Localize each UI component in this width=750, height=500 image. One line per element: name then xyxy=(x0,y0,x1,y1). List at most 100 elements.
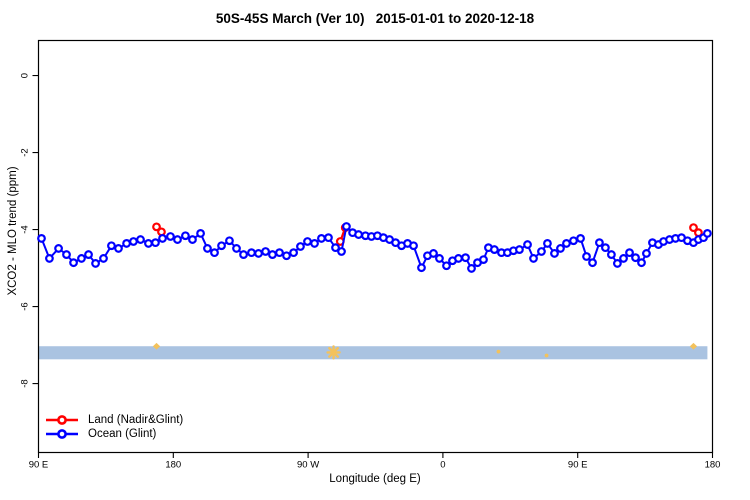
ocean-series-point xyxy=(296,242,305,251)
ocean-series-point xyxy=(543,239,552,248)
ocean-series-point xyxy=(289,248,298,258)
ocean-series-point xyxy=(129,237,138,246)
ocean-series-point xyxy=(331,243,340,253)
ocean-series-point xyxy=(490,245,499,254)
ocean-series-point xyxy=(196,229,205,238)
ocean-series-point xyxy=(247,248,256,258)
plot-border xyxy=(37,39,714,454)
legend: Land (Nadir&Glint) Ocean (Glint) xyxy=(45,413,183,441)
y-tick-label: -6 xyxy=(20,302,31,310)
ocean-series-point xyxy=(317,234,326,243)
ocean-series-point xyxy=(409,241,418,251)
ocean-series-point xyxy=(625,248,634,258)
ocean-series-point xyxy=(595,238,604,248)
ocean-series-point xyxy=(107,241,116,251)
y-tick-label: -2 xyxy=(20,148,31,156)
ocean-series-point xyxy=(239,250,248,259)
ocean-series-point xyxy=(467,264,476,273)
land-series-point xyxy=(152,222,161,232)
ocean-series-point xyxy=(99,254,108,263)
ocean-series-point xyxy=(210,248,219,258)
ocean-series-point xyxy=(275,248,284,258)
band-mark-asterisk-arm xyxy=(328,346,340,358)
ocean-series-point xyxy=(342,222,351,231)
x-tick-label: 180 xyxy=(165,460,181,471)
y-tick-label: 0 xyxy=(20,73,31,78)
ocean-series-point xyxy=(225,236,234,246)
land-series-key-icon xyxy=(46,415,78,425)
ocean-series-point xyxy=(588,258,597,268)
ocean-series-point xyxy=(601,243,610,253)
ocean-series-key-icon xyxy=(46,429,78,439)
ocean-series-point xyxy=(324,233,333,243)
x-tick-label: 180 xyxy=(705,460,721,471)
legend-item-ocean: Ocean (Glint) xyxy=(45,427,183,441)
ocean-series-point xyxy=(562,239,571,248)
ocean-series-point xyxy=(429,249,438,258)
legend-label-ocean: Ocean (Glint) xyxy=(88,428,157,440)
chart-title: 50S-45S March (Ver 10) 2015-01-01 to 202… xyxy=(215,11,535,26)
ocean-series-point xyxy=(303,237,312,246)
ocean-series-point xyxy=(523,240,532,249)
ocean-series-point xyxy=(54,244,63,253)
legend-item-land: Land (Nadir&Glint) xyxy=(45,413,183,427)
ocean-series-point xyxy=(310,239,319,248)
x-tick-label: 90 E xyxy=(568,460,588,471)
ocean-series-point xyxy=(569,236,578,246)
ocean-series-point xyxy=(607,250,616,259)
ocean-series-point xyxy=(435,254,444,263)
ocean-series-point xyxy=(354,230,363,239)
ocean-series-point xyxy=(619,254,628,263)
ocean-series-point xyxy=(479,255,488,264)
ocean-series-point xyxy=(173,235,182,244)
ocean-series-point xyxy=(268,250,277,259)
ocean-series-point xyxy=(556,244,565,253)
ocean-series-point xyxy=(454,254,463,263)
ocean-series-point xyxy=(637,258,646,268)
ocean-series-point xyxy=(151,238,160,248)
ocean-series-point xyxy=(158,234,167,243)
ocean-series-point xyxy=(84,250,93,259)
ocean-series-point xyxy=(77,254,86,263)
ocean-series-point xyxy=(91,259,100,268)
ocean-series-point xyxy=(461,253,470,263)
ocean-series-point xyxy=(703,229,712,238)
band-mark-dot xyxy=(496,349,501,354)
ocean-series-point xyxy=(442,261,451,271)
x-tick-label: 90 E xyxy=(29,460,49,471)
ocean-series-point xyxy=(582,252,591,261)
ocean-series-point xyxy=(550,249,559,258)
ocean-series-point xyxy=(114,244,123,253)
ocean-series-point xyxy=(631,253,640,263)
x-tick-label: 90 W xyxy=(297,460,319,471)
x-axis-title: Longitude (deg E) xyxy=(329,473,421,485)
ocean-series-point xyxy=(62,250,71,259)
ocean-series-point xyxy=(203,244,212,253)
ocean-series-point xyxy=(45,254,54,263)
ocean-series-point xyxy=(136,235,145,244)
ocean-series-point xyxy=(122,239,131,248)
ocean-series-point xyxy=(642,249,651,258)
ocean-series-point xyxy=(261,247,270,256)
ocean-series-point xyxy=(254,249,263,258)
ocean-series-point xyxy=(515,245,524,254)
ocean-series-point xyxy=(417,263,426,273)
ocean-series-point xyxy=(612,259,622,268)
ocean-series-point xyxy=(37,234,46,243)
ocean-series-point xyxy=(181,231,190,241)
ocean-series-point xyxy=(69,258,78,268)
ocean-series-point xyxy=(529,254,538,263)
y-tick-label: -4 xyxy=(20,225,31,233)
ocean-series-point xyxy=(282,251,291,261)
ocean-series-point xyxy=(217,241,226,251)
ocean-series-point xyxy=(166,232,175,241)
ocean-series-point xyxy=(144,239,153,248)
land-series-point xyxy=(689,223,698,233)
y-tick-label: -8 xyxy=(20,379,31,387)
ocean-series-point xyxy=(576,234,585,243)
ocean-series-point xyxy=(337,247,346,256)
ocean-series-point xyxy=(537,247,546,256)
band-mark-dot xyxy=(544,353,549,358)
